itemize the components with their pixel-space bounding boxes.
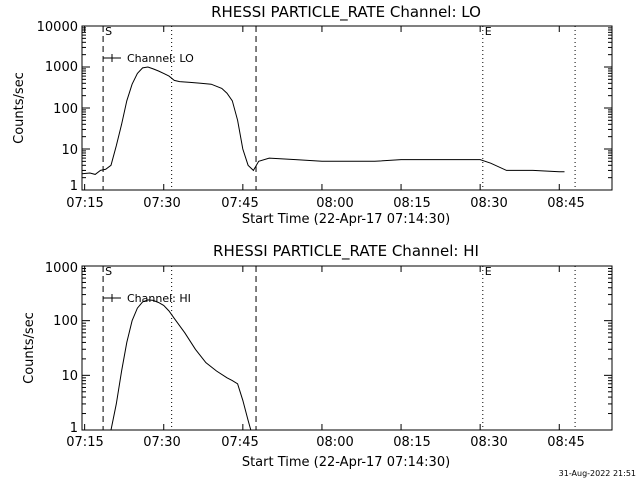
y-tick-label: 100	[53, 102, 78, 117]
x-tick-label: 07:45	[221, 196, 258, 211]
x-tick-label: 08:00	[316, 435, 353, 450]
footer-timestamp: 31-Aug-2022 21:51	[559, 469, 636, 478]
chart-title: RHESSI PARTICLE_RATE Channel: LO	[211, 3, 481, 22]
y-axis-label: Counts/sec	[12, 72, 27, 144]
x-tick-label: 08:45	[547, 196, 584, 211]
y-tick-label: 100	[53, 314, 78, 329]
series-line	[81, 66, 565, 175]
chart-title: RHESSI PARTICLE_RATE Channel: HI	[213, 242, 479, 261]
x-tick-label: 07:30	[143, 435, 180, 450]
plot-frame	[81, 265, 613, 431]
x-tick-label: 07:15	[66, 435, 103, 450]
y-tick-label: 1	[70, 421, 78, 436]
panel-lo: RHESSI PARTICLE_RATE Channel: LO 1 10 10…	[12, 3, 613, 227]
x-axis-label: Start Time (22-Apr-17 07:14:30)	[242, 455, 450, 470]
y-tick-label: 10000	[37, 20, 78, 35]
event-marker-label: E	[485, 265, 492, 278]
series-lines	[110, 299, 252, 431]
y-tick-label: 1000	[45, 60, 78, 75]
y-tick-label: 10	[61, 369, 78, 384]
y-axis-label: Counts/sec	[22, 312, 37, 384]
event-marker-label: S	[105, 25, 112, 38]
x-tick-label: 07:30	[143, 196, 180, 211]
x-axis-ticks: 07:15 07:30 07:45 08:00 08:15 08:30 08:4…	[66, 266, 585, 450]
x-tick-label: 08:30	[470, 196, 507, 211]
x-tick-label: 07:45	[221, 435, 258, 450]
x-tick-label: 08:45	[547, 435, 584, 450]
x-tick-label: 07:15	[66, 196, 103, 211]
x-tick-label: 08:15	[393, 435, 430, 450]
legend: Channel: HI	[103, 292, 191, 305]
legend-label: Channel: LO	[127, 52, 194, 65]
y-tick-label: 10	[61, 143, 78, 158]
x-tick-label: 08:00	[316, 196, 353, 211]
event-marker-label: E	[485, 25, 492, 38]
event-marker-label: S	[105, 265, 112, 278]
legend-label: Channel: HI	[127, 292, 191, 305]
x-tick-label: 08:15	[393, 196, 430, 211]
series-line	[110, 299, 252, 431]
plot-frame	[81, 25, 613, 191]
y-axis-ticks: 1 10 100 1000 10000	[37, 20, 612, 194]
series-lines	[81, 66, 565, 175]
x-tick-label: 08:30	[470, 435, 507, 450]
y-axis-ticks: 1 10 100 1000	[45, 261, 612, 436]
panel-hi: RHESSI PARTICLE_RATE Channel: HI 1 10 10…	[22, 242, 613, 470]
x-axis-ticks: 07:15 07:30 07:45 08:00 08:15 08:30 08:4…	[66, 26, 585, 211]
legend: Channel: LO	[103, 52, 194, 65]
y-tick-label: 1	[70, 179, 78, 194]
y-tick-label: 1000	[45, 261, 78, 276]
x-axis-label: Start Time (22-Apr-17 07:14:30)	[242, 212, 450, 227]
